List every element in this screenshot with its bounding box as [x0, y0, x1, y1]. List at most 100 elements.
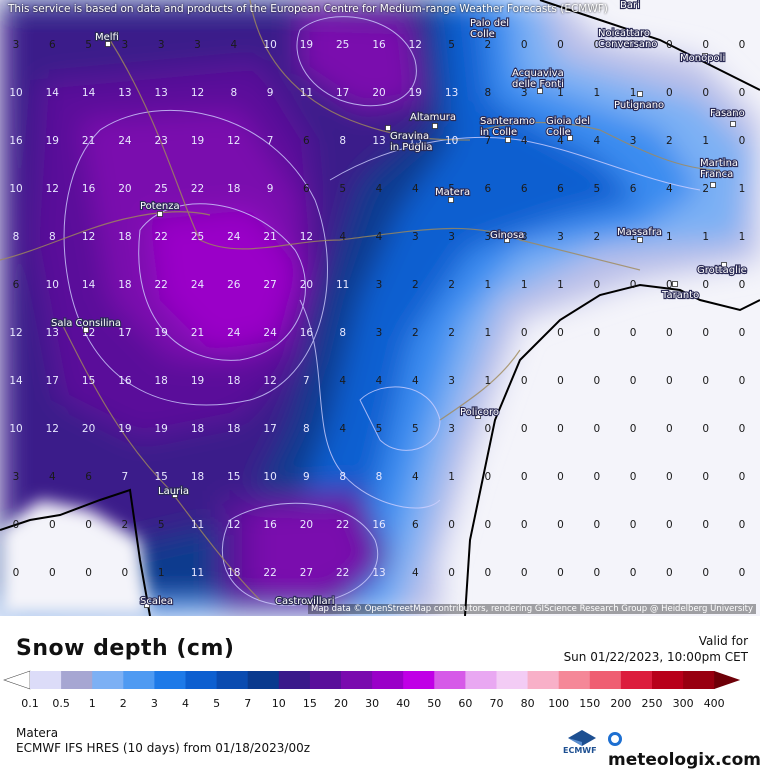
city-marker[interactable]: Bari: [619, 0, 641, 12]
city-dot-icon: [567, 135, 573, 141]
grid-value: 3: [521, 87, 528, 99]
city-label: Scalea: [140, 596, 173, 607]
city-marker[interactable]: Scalea: [139, 595, 174, 608]
grid-value: 18: [118, 279, 131, 291]
colorbar-tick-label: 250: [641, 697, 663, 710]
city-label: Acquaviva: [512, 68, 564, 79]
city-label: Martina: [700, 158, 738, 169]
colorbar-swatch: [527, 671, 560, 689]
grid-value: 15: [82, 375, 95, 387]
grid-value: 0: [448, 567, 455, 579]
grid-value: 0: [593, 471, 600, 483]
city-dot-icon: [730, 121, 736, 127]
grid-value: 8: [339, 327, 346, 339]
city-label: Policoro: [460, 407, 499, 418]
grid-value: 0: [448, 519, 455, 531]
city-marker[interactable]: Ginosa: [489, 229, 525, 243]
colorbar-tick-label: 0.1: [21, 697, 39, 710]
grid-value: 13: [409, 135, 422, 147]
city-marker[interactable]: Potenza: [139, 200, 181, 217]
grid-value: 5: [593, 183, 600, 195]
city-marker[interactable]: Monopoli: [679, 52, 726, 65]
colorbar-tick-label: 0.5: [52, 697, 70, 710]
grid-value: 17: [336, 87, 349, 99]
grid-value: 1: [485, 327, 492, 339]
city-marker[interactable]: Melfi: [94, 31, 120, 47]
grid-value: 1: [158, 567, 165, 579]
city-dot-icon: [505, 137, 511, 143]
grid-value: 0: [630, 519, 637, 531]
colorbar-tick-label: 7: [244, 697, 252, 710]
city-marker[interactable]: Castrovillari: [274, 595, 336, 608]
city-dot-icon: [710, 182, 716, 188]
city-label: Colle: [546, 127, 571, 138]
grid-value: 19: [118, 423, 131, 435]
city-marker[interactable]: Sala Consilina: [50, 317, 122, 333]
grid-value: 0: [521, 375, 528, 387]
city-label: Sala Consilina: [51, 318, 121, 329]
snow-depth-map[interactable]: 3 6 5 3 3 3 4 10 19 25 16 12 5 2 0 0 0 0 0 0 0 10 14 14 13 13 12 8 9…: [0, 0, 760, 616]
grid-value: 10: [263, 39, 276, 51]
city-label: Gioia del: [546, 116, 590, 127]
grid-value: 7: [267, 135, 274, 147]
grid-value: 12: [9, 327, 22, 339]
grid-value: 13: [46, 327, 59, 339]
grid-value: 26: [227, 279, 241, 291]
city-marker[interactable]: Matera: [434, 186, 471, 203]
city-marker[interactable]: Massafra: [616, 226, 663, 243]
grid-value: 8: [13, 231, 20, 243]
city-dot-icon: [504, 237, 510, 243]
grid-value: 4: [412, 375, 419, 387]
city-label: Altamura: [410, 112, 456, 123]
grid-value: 10: [9, 423, 22, 435]
meteologix-brand[interactable]: meteologix.com: [608, 730, 760, 770]
grid-value: 25: [191, 231, 204, 243]
grid-value: 0: [593, 519, 600, 531]
grid-value: 3: [448, 375, 455, 387]
colorbar-swatch: [589, 671, 622, 689]
city-marker[interactable]: Grottaglie: [696, 262, 748, 277]
city-label: Ginosa: [490, 230, 524, 241]
grid-value: 0: [666, 279, 673, 291]
grid-value: 17: [263, 423, 276, 435]
colorbar-ticks: 0.1 0.5 1 2 3 4 5 7 10 15 20 30 40 50 60 70 80 100 150 200 2…: [0, 697, 760, 711]
city-marker[interactable]: Policoro: [459, 406, 500, 419]
city-marker[interactable]: Altamura: [409, 111, 457, 129]
city-marker[interactable]: Fasano: [709, 107, 746, 127]
grid-value: 0: [666, 423, 673, 435]
colorbar-tick-label: 15: [302, 697, 317, 710]
colorbar-swatch: [341, 671, 373, 689]
city-label: delle Fonti: [512, 79, 564, 90]
colorbar-swatch: [123, 671, 155, 689]
city-marker[interactable]: Putignano: [613, 91, 665, 112]
city-marker[interactable]: Lauria: [157, 485, 190, 498]
grid-value: 0: [739, 39, 746, 51]
grid-value: 11: [300, 87, 313, 99]
grid-value: 0: [485, 567, 492, 579]
grid-value: 0: [666, 375, 673, 387]
colorbar-swatch: [496, 671, 529, 689]
grid-value: 23: [155, 135, 168, 147]
colorbar-swatch: [372, 671, 404, 689]
grid-value: 12: [227, 135, 240, 147]
city-dot-icon: [172, 492, 178, 498]
grid-value: 0: [702, 471, 709, 483]
city-marker[interactable]: Taranto: [660, 281, 700, 302]
coastline-taranto: [464, 283, 760, 616]
city-dot-icon: [637, 237, 643, 243]
city-dot-icon: [83, 327, 89, 333]
grid-value: 0: [630, 39, 637, 51]
grid-value: 3: [521, 231, 528, 243]
grid-value: 6: [303, 135, 310, 147]
grid-value: 12: [46, 183, 59, 195]
colorbar-tick-label: 20: [334, 697, 348, 710]
city-dot-icon: [475, 413, 481, 419]
grid-value: 0: [739, 135, 746, 147]
